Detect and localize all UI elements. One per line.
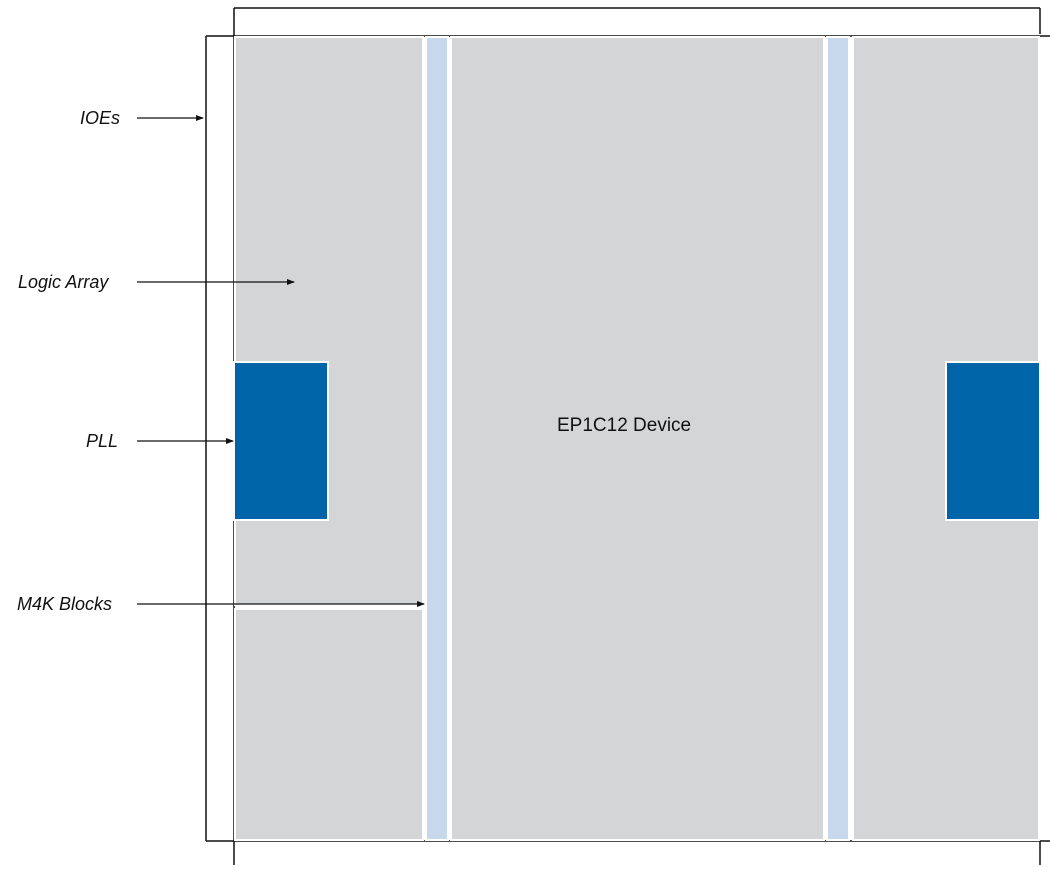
pll-label: PLL (86, 431, 119, 451)
m4k-block-column-left (425, 36, 449, 841)
logic-array-label: Logic Array (18, 272, 109, 292)
pll-block-right (945, 361, 1041, 521)
m4k-blocks-label: M4K Blocks (17, 594, 113, 614)
ioes-label: IOEs (80, 108, 121, 128)
device-title: EP1C12 Device (557, 415, 692, 436)
logic-array-left-lower (234, 608, 424, 841)
m4k-block-column-right (826, 36, 850, 841)
pll-block-left (233, 361, 329, 521)
logic-array-center (450, 36, 825, 841)
